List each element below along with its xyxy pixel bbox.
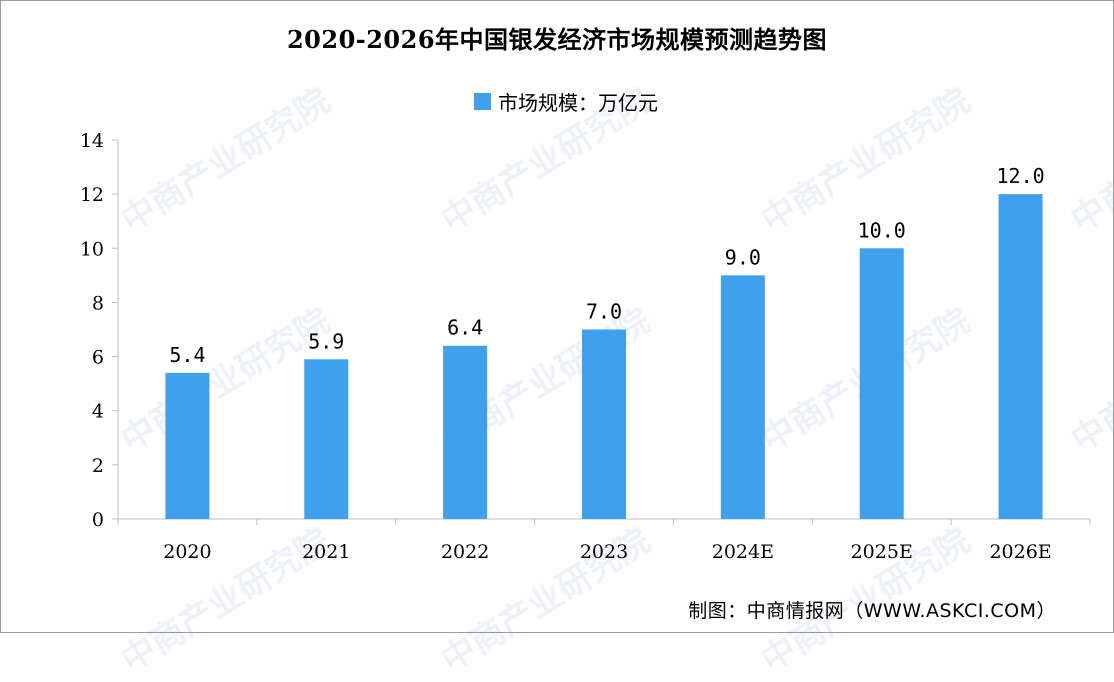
y-tick-label: 10 (80, 238, 104, 260)
x-tick-label: 2025E (851, 541, 913, 563)
chart-title: 2020-2026年中国银发经济市场规模预测趋势图 (286, 25, 828, 54)
y-tick-label: 2 (92, 455, 104, 477)
y-tick-label: 8 (92, 292, 104, 314)
bar-chart: 0 2 4 6 8 10 12 14 5.4 2020 5.9 2021 6.4 2022 7.0 2023 9… (80, 130, 1091, 563)
data-label: 6.4 (447, 316, 483, 340)
bar (165, 372, 210, 519)
data-label: 12.0 (996, 164, 1044, 188)
y-tick-label: 12 (80, 184, 104, 206)
bar (443, 345, 488, 519)
x-tick-label: 2020 (163, 541, 211, 563)
bar (720, 275, 765, 519)
x-tick-label: 2026E (989, 541, 1051, 563)
legend-label: 市场规模：万亿元 (498, 90, 658, 115)
source-note: 制图：中商情报网（WWW.ASKCI.COM） (688, 600, 1056, 622)
y-tick-label: 4 (92, 401, 104, 423)
data-label: 10.0 (858, 218, 906, 242)
x-tick-label: 2021 (302, 541, 350, 563)
bar (582, 329, 626, 519)
x-tick-label: 2024E (712, 541, 774, 563)
legend: 市场规模：万亿元 (474, 88, 658, 115)
chart-frame (0, 0, 1114, 633)
y-tick-label: 6 (92, 347, 104, 369)
data-label: 5.4 (169, 343, 205, 367)
data-label: 9.0 (725, 245, 761, 269)
y-tick-label: 0 (92, 509, 104, 531)
data-label: 5.9 (308, 329, 344, 353)
bar (998, 194, 1043, 519)
legend-swatch (474, 92, 491, 110)
x-tick-label: 2022 (441, 541, 489, 563)
data-label: 7.0 (586, 300, 622, 324)
x-tick-label: 2023 (580, 541, 628, 563)
bar (304, 359, 349, 519)
y-tick-label: 14 (80, 130, 104, 152)
bar (859, 248, 904, 520)
